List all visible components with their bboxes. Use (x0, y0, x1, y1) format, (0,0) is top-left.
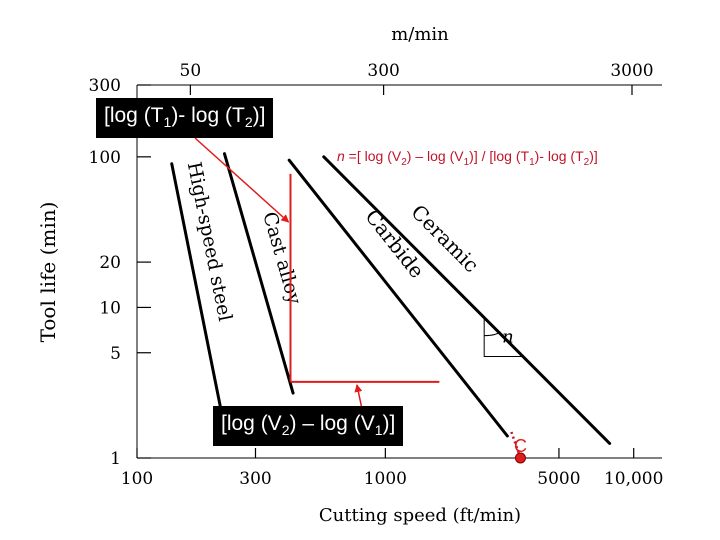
taylor-exponent-equation: n =[ log (V2) – log (V1)] / [log (T1)- l… (337, 148, 598, 168)
log-v-arrow (354, 383, 363, 410)
x-tick-label: 5000 (537, 469, 580, 489)
point-c-marker (514, 452, 526, 464)
chart-labels: Cutting speed (ft/min) m/min Tool life (mi… (36, 24, 521, 526)
slope-triangle (483, 317, 523, 357)
x2-axis-label: m/min (391, 24, 449, 45)
x-tick-label: 300 (239, 469, 271, 489)
x2-tick-label: 300 (367, 61, 399, 81)
curve-line (170, 162, 226, 429)
x2-tick-label: 3000 (610, 61, 653, 81)
log-t-callout: [log (T1)- log (T2)] (96, 98, 274, 139)
y-tick-label: 1 (110, 449, 121, 469)
y-axis-label: Tool life (min) (36, 202, 60, 343)
y-tick-label: 10 (99, 298, 121, 318)
x-axis-label: Cutting speed (ft/min) (319, 505, 521, 526)
x2-tick-label: 50 (180, 61, 202, 81)
tool-life-curves: High-speed steel Cast alloy CarbideCeramic… (170, 152, 612, 445)
curve-line (222, 152, 295, 395)
chart-frame (136, 84, 662, 459)
axis-ticks: 1 5 10 20 100 300 100 300 1000 5000 10,000 50 300 300… (89, 61, 664, 489)
y-tick-label: 100 (89, 148, 121, 168)
curve-line (322, 155, 612, 445)
x-tick-label: 10,000 (604, 469, 663, 489)
slope-angle-arc (484, 331, 501, 337)
curve-line (287, 158, 509, 438)
y-tick-label: 20 (99, 253, 121, 273)
y-tick-label: 300 (89, 76, 121, 96)
curve-label: High-speed steel (183, 160, 236, 323)
point-c-label: C (514, 436, 527, 456)
log-v-callout: [log (V2) – log (V1)] (213, 406, 404, 447)
log-t-arrow (194, 137, 290, 223)
x-tick-label: 1000 (364, 469, 407, 489)
slope-label: n (502, 326, 514, 347)
y-tick-label: 5 (110, 344, 121, 364)
slope-construction: C (194, 137, 527, 464)
x-tick-label: 100 (121, 469, 153, 489)
